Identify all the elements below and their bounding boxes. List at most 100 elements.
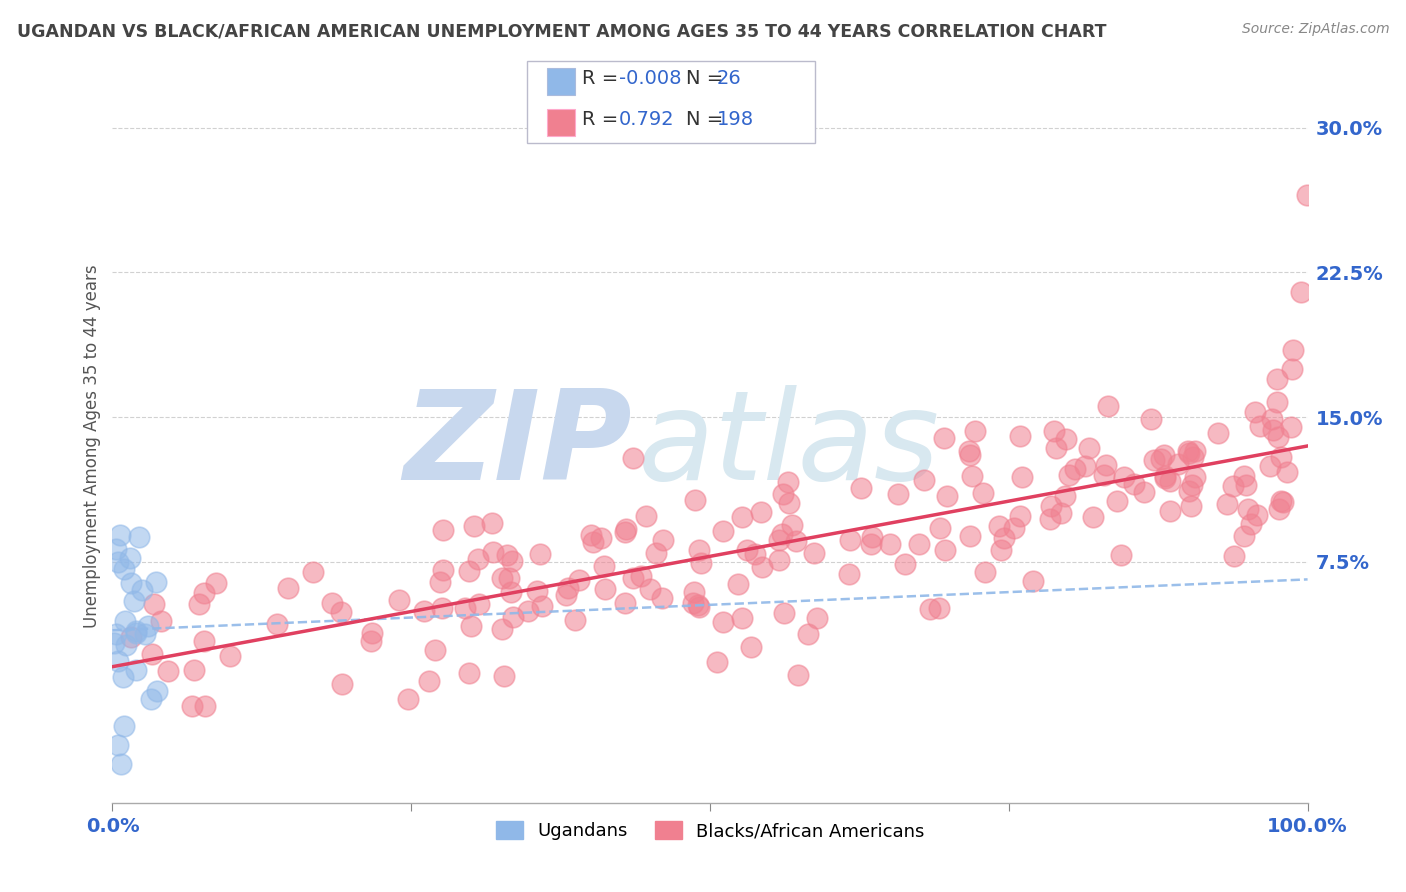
Point (104, 627, 127, 641)
Point (120, 551, 142, 566)
Point (907, 537, 929, 551)
Point (1095, 458, 1118, 472)
Point (1050, 506, 1073, 520)
Point (688, 598, 710, 612)
Point (839, 533, 862, 547)
Point (499, 584, 522, 599)
Point (1244, 405, 1267, 419)
Point (1260, 412, 1282, 426)
Text: N =: N = (686, 69, 730, 88)
Point (114, 562, 135, 576)
Legend: Ugandans, Blacks/African Americans: Ugandans, Blacks/African Americans (488, 814, 932, 847)
Point (860, 530, 883, 544)
Point (711, 615, 734, 630)
Point (727, 576, 749, 591)
Point (731, 611, 754, 625)
Point (1123, 477, 1146, 491)
Point (592, 558, 614, 573)
Point (218, 648, 240, 663)
Point (1057, 467, 1080, 482)
Point (468, 598, 491, 612)
Point (1154, 469, 1177, 483)
Point (125, 663, 148, 677)
Point (181, 699, 204, 714)
Point (125, 626, 148, 640)
Point (595, 582, 617, 596)
Point (1177, 444, 1199, 458)
Point (1265, 372, 1288, 386)
Point (638, 582, 661, 596)
Point (1159, 474, 1181, 488)
Point (751, 560, 773, 574)
Point (120, 576, 142, 591)
Text: 0.792: 0.792 (619, 110, 675, 129)
Point (1234, 477, 1257, 491)
Point (491, 571, 513, 585)
Point (974, 566, 997, 580)
Point (1153, 471, 1175, 485)
Point (1215, 498, 1237, 512)
Point (1263, 423, 1285, 437)
Point (645, 546, 668, 560)
Point (785, 534, 807, 549)
Point (418, 673, 440, 688)
Point (1181, 450, 1204, 464)
Point (651, 533, 673, 547)
Point (1222, 479, 1244, 493)
Point (423, 643, 446, 657)
Point (554, 588, 576, 602)
Point (772, 487, 794, 501)
Point (806, 611, 828, 625)
Point (1092, 467, 1115, 482)
Point (912, 473, 935, 487)
Point (651, 591, 673, 606)
Point (531, 599, 554, 613)
Point (959, 448, 981, 462)
Point (1143, 452, 1166, 467)
Point (928, 601, 950, 615)
Point (149, 615, 172, 629)
Point (1267, 394, 1289, 409)
Text: 26: 26 (717, 69, 742, 88)
Point (122, 594, 145, 608)
Point (1081, 509, 1104, 524)
Point (481, 516, 503, 531)
Point (1249, 419, 1271, 434)
Point (688, 599, 710, 614)
Point (778, 475, 800, 489)
Point (879, 537, 901, 551)
Point (621, 450, 644, 465)
Point (1246, 508, 1268, 523)
Point (1002, 521, 1025, 535)
Point (146, 684, 169, 698)
Point (430, 600, 453, 615)
Point (120, 630, 142, 644)
Point (134, 626, 156, 640)
Point (1296, 188, 1319, 202)
Point (1270, 450, 1292, 465)
Point (125, 624, 148, 638)
Point (744, 547, 766, 561)
Point (1074, 458, 1097, 473)
Point (188, 597, 211, 611)
Point (1045, 441, 1067, 455)
Point (579, 528, 602, 542)
Point (321, 596, 343, 610)
Text: R =: R = (582, 110, 624, 129)
Point (557, 581, 579, 595)
Point (1275, 465, 1298, 479)
Point (1177, 446, 1199, 460)
Point (613, 596, 636, 610)
Point (1184, 469, 1206, 483)
Point (1039, 512, 1062, 526)
Point (893, 557, 915, 571)
Point (1153, 448, 1175, 462)
Point (1008, 429, 1031, 443)
Point (107, 654, 129, 668)
Point (1105, 494, 1128, 508)
Point (302, 565, 325, 579)
Point (1078, 441, 1101, 455)
Point (1240, 517, 1263, 532)
Point (502, 610, 524, 624)
Point (957, 444, 980, 458)
